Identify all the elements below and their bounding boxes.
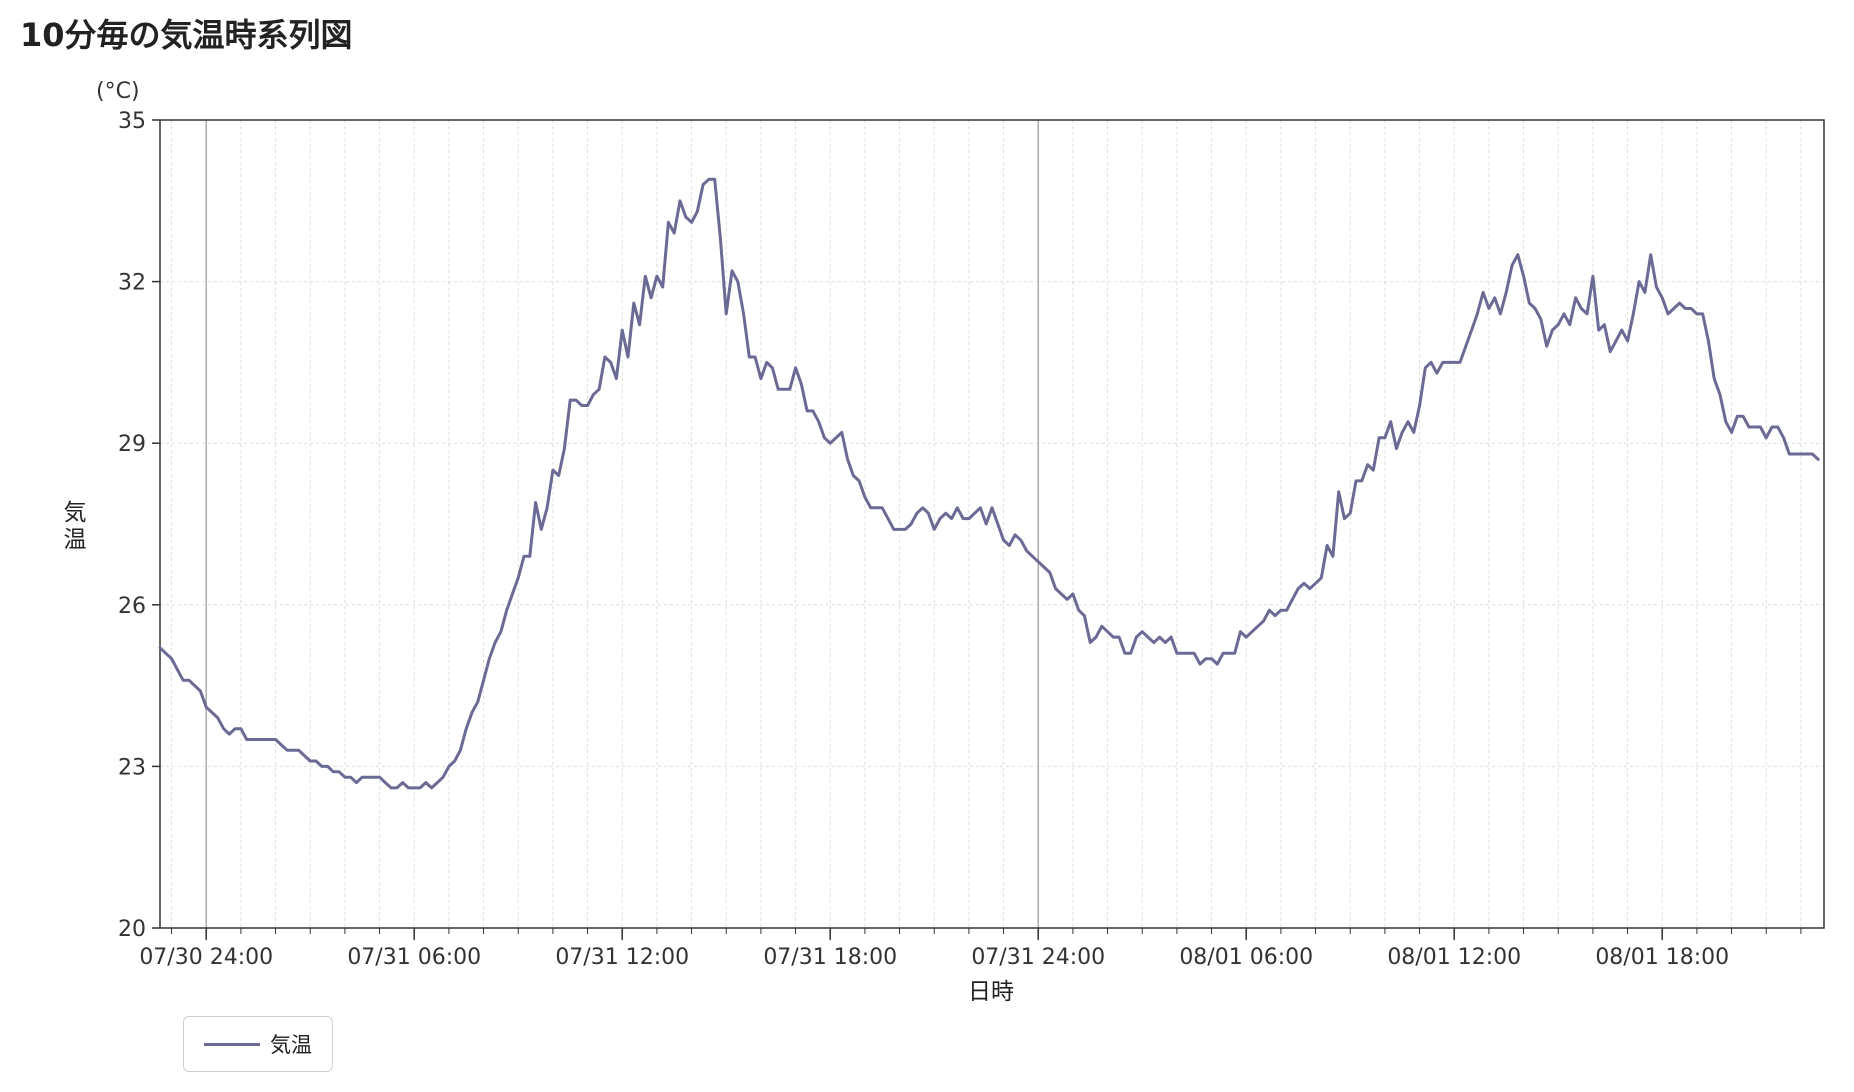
legend-line-swatch: [204, 1042, 260, 1046]
grid-layer: [160, 120, 1824, 928]
x-tick-label: 07/31 12:00: [555, 945, 689, 970]
series-layer: [158, 177, 1820, 790]
x-tick-label: 08/01 06:00: [1179, 945, 1313, 970]
page-title: 10分毎の気温時系列図: [20, 16, 353, 54]
axis-layer: 20 23 26 29 32 35 07/30 24:00 07/31 06:00 07/31 …: [118, 109, 1825, 970]
y-tick-label: 29: [118, 432, 146, 457]
y-tick-label: 32: [118, 271, 146, 296]
y-axis-unit: (°C): [96, 79, 140, 104]
x-tick-label: 08/01 18:00: [1595, 945, 1729, 970]
x-axis-title: 日時: [968, 979, 1014, 1005]
day-divider-layer: [205, 120, 1039, 928]
x-tick-label: 07/30 24:00: [139, 945, 273, 970]
y-tick-label: 23: [118, 755, 146, 780]
x-tick-label: 08/01 12:00: [1387, 945, 1521, 970]
y-tick-label: 20: [118, 917, 146, 942]
y-tick-label: 35: [118, 109, 146, 134]
x-tick-label: 07/31 18:00: [763, 945, 897, 970]
x-tick-label: 07/31 24:00: [971, 945, 1105, 970]
y-axis-title: 気温: [59, 500, 87, 554]
y-tick-label: 26: [118, 594, 146, 619]
plot-frame: [159, 119, 1825, 929]
x-tick-label: 07/31 06:00: [347, 945, 481, 970]
legend-label: 気温: [270, 1033, 312, 1057]
series-line-kion: [158, 177, 1820, 790]
chart-legend: 気温: [183, 1016, 333, 1072]
